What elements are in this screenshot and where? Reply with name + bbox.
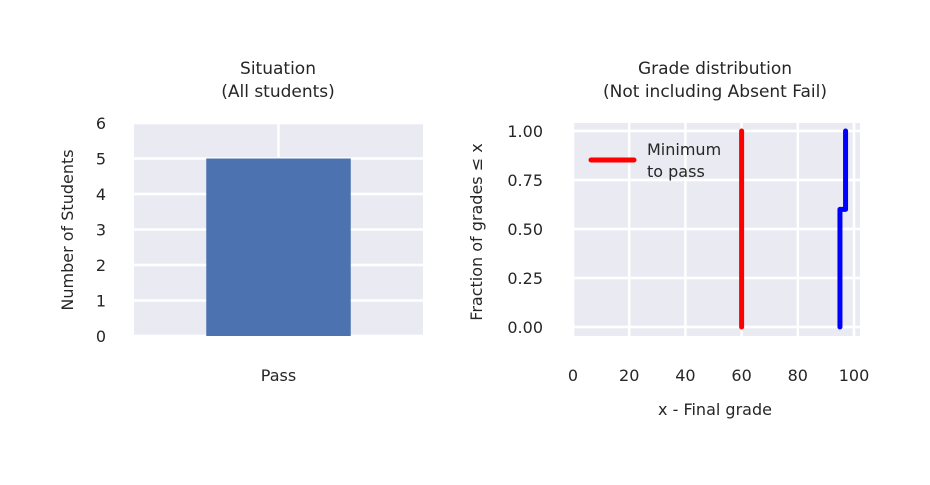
legend-label-line1: Minimum <box>647 140 721 159</box>
bar-chart-y-tick-label: 2 <box>96 256 106 275</box>
cdf-chart-y-tick-label: 0.25 <box>507 269 543 288</box>
bar-chart-y-tick-label: 0 <box>96 327 106 346</box>
cdf-chart-x-ticks: 0 20 40 60 80 100 <box>568 366 869 385</box>
cdf-chart-x-tick-label: 0 <box>568 366 578 385</box>
cdf-chart-y-tick-label: 0.50 <box>507 220 543 239</box>
bar-chart-y-tick-label: 1 <box>96 292 106 311</box>
legend-label-line2: to pass <box>647 162 705 181</box>
cdf-chart-x-tick-label: 60 <box>731 366 751 385</box>
bar-chart-y-tick-label: 4 <box>96 185 106 204</box>
cdf-chart: Grade distribution (Not including Absent… <box>467 59 869 419</box>
cdf-chart-y-tick-label: 0.00 <box>507 318 543 337</box>
bar-chart-y-axis-label: Number of Students <box>58 149 77 310</box>
bar-chart-y-tick-label: 5 <box>96 150 106 169</box>
bar-chart-y-tick-label: 3 <box>96 221 106 240</box>
bar-chart-y-tick-label: 6 <box>96 114 106 133</box>
bar-chart-bars <box>206 158 351 336</box>
cdf-chart-y-tick-label: 0.75 <box>507 171 543 190</box>
cdf-chart-lines <box>739 128 849 330</box>
bar-chart-title-line2: (All students) <box>221 82 335 102</box>
cdf-chart-y-axis-label: Fraction of grades ≤ x <box>467 143 486 320</box>
cdf-chart-title-line1: Grade distribution <box>638 59 792 79</box>
cdf-chart-x-tick-label: 20 <box>619 366 639 385</box>
cdf-chart-x-axis-label: x - Final grade <box>658 400 772 419</box>
cdf-chart-x-tick-label: 40 <box>675 366 695 385</box>
cdf-chart-y-tick-label: 1.00 <box>507 122 543 141</box>
bar-chart-y-ticks: 0 1 2 3 4 5 6 <box>96 114 106 346</box>
bar-chart: Situation (All students) 0 1 2 3 4 5 6 Pass Nu… <box>58 59 423 385</box>
cdf-chart-x-tick-label: 100 <box>839 366 870 385</box>
cdf-series-1 <box>837 128 849 330</box>
bar-chart-x-tick-label: Pass <box>261 366 296 385</box>
bar-chart-x-ticks: Pass <box>261 366 296 385</box>
bar-chart-title-line1: Situation <box>240 59 316 79</box>
cdf-chart-legend: Minimum to pass <box>588 140 721 181</box>
bar-pass <box>206 158 351 336</box>
cdf-chart-title-line2: (Not including Absent Fail) <box>603 82 827 102</box>
cdf-chart-y-ticks: 0.00 0.25 0.50 0.75 1.00 <box>507 122 543 337</box>
cdf-chart-x-tick-label: 80 <box>788 366 808 385</box>
